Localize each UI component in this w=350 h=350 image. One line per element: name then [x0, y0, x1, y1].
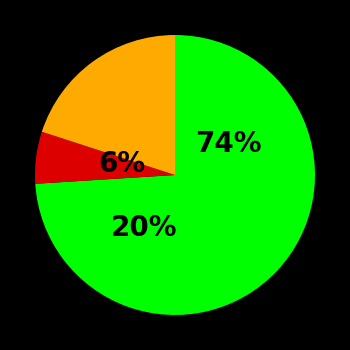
Text: 6%: 6%	[98, 150, 145, 178]
Wedge shape	[35, 132, 175, 184]
Wedge shape	[35, 35, 315, 315]
Text: 74%: 74%	[195, 130, 261, 158]
Text: 20%: 20%	[111, 214, 177, 242]
Wedge shape	[42, 35, 175, 175]
